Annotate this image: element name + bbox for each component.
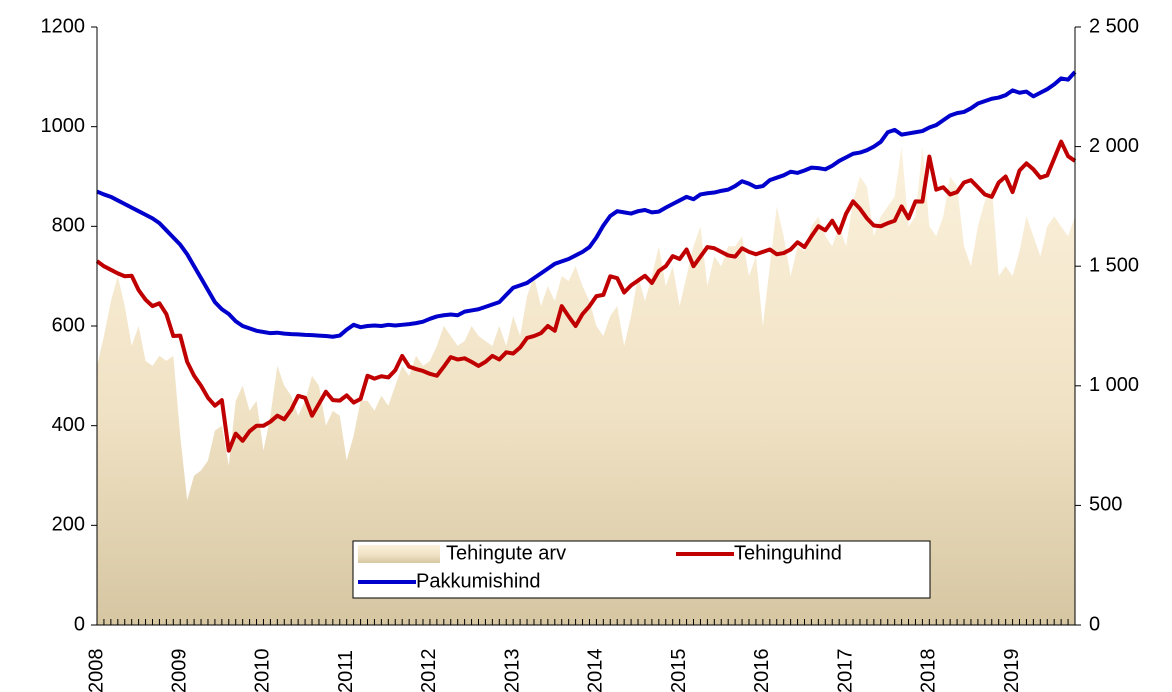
y2-tick-label: 1 000 [1089, 374, 1139, 396]
x-tick-label: 2014 [585, 649, 607, 692]
y-tick-label: 400 [52, 414, 85, 436]
x-tick-label: 2016 [751, 649, 773, 692]
legend-label: Tehinguhind [734, 542, 842, 564]
line [95, 139, 1077, 453]
y-tick-label: 600 [52, 314, 85, 336]
x-tick-label: 2012 [418, 649, 440, 692]
y2-tick-label: 0 [1089, 613, 1100, 635]
x-tick-label: 2019 [1001, 649, 1023, 692]
y-tick-label: 0 [74, 613, 85, 635]
legend: Tehingute arv Tehinguhind Pakkumishind [352, 540, 931, 599]
legend-label: Pakkumishind [416, 570, 541, 592]
x-tick-label: 2015 [668, 649, 690, 692]
line [96, 70, 1077, 339]
y-tick-label: 1200 [41, 15, 86, 37]
x-tick-label: 2009 [169, 649, 191, 692]
y-tick-label: 200 [52, 514, 85, 536]
x-tick-label: 2010 [252, 649, 274, 692]
y-tick-label: 800 [52, 215, 85, 237]
y-tick-label: 1000 [41, 115, 86, 137]
y2-tick-label: 1 500 [1089, 254, 1139, 276]
y2-tick-label: 500 [1089, 494, 1122, 516]
y2-tick-label: 2 000 [1089, 135, 1139, 157]
x-tick-label: 2011 [335, 650, 357, 692]
legend-label: Tehingute arv [446, 542, 566, 564]
x-tick-label: 2018 [918, 649, 940, 692]
legend-swatch [358, 545, 440, 563]
x-tick-label: 2017 [834, 649, 856, 692]
legend-box [352, 540, 931, 599]
area [97, 146, 1075, 625]
y2-tick-label: 2 500 [1089, 15, 1139, 37]
x-tick-label: 2008 [85, 649, 107, 692]
x-tick-label: 2013 [501, 649, 523, 692]
